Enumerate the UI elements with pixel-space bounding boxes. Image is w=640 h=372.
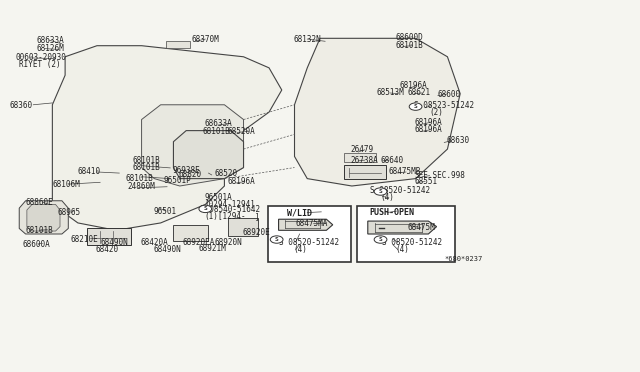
Text: 68520: 68520 bbox=[215, 169, 238, 177]
Text: 68600A: 68600A bbox=[22, 240, 50, 249]
Text: 68420A: 68420A bbox=[140, 238, 168, 247]
Text: 68475MB: 68475MB bbox=[389, 167, 421, 176]
Text: S: S bbox=[379, 237, 383, 242]
Text: 00603-20930: 00603-20930 bbox=[15, 53, 67, 62]
Text: 68490N: 68490N bbox=[153, 245, 180, 254]
Text: 68633A: 68633A bbox=[36, 36, 64, 45]
Bar bbox=[166, 41, 190, 48]
Text: 68630: 68630 bbox=[446, 137, 469, 145]
Text: 26479: 26479 bbox=[351, 145, 374, 154]
Text: 24860M: 24860M bbox=[127, 182, 156, 191]
Text: 68475M: 68475M bbox=[408, 223, 436, 232]
Text: 68101B: 68101B bbox=[26, 226, 53, 235]
Text: 68513M: 68513M bbox=[376, 89, 404, 97]
Text: 68475MA: 68475MA bbox=[296, 219, 328, 228]
Text: 68920N: 68920N bbox=[215, 238, 243, 247]
Text: 68101B: 68101B bbox=[395, 41, 423, 50]
Text: 68410: 68410 bbox=[78, 167, 101, 176]
Text: 26738A: 26738A bbox=[351, 155, 378, 165]
Text: 68126M: 68126M bbox=[36, 44, 64, 53]
Text: 96938E: 96938E bbox=[172, 166, 200, 175]
Bar bbox=[173, 225, 209, 241]
Polygon shape bbox=[173, 131, 244, 179]
Text: S: S bbox=[413, 104, 417, 109]
Polygon shape bbox=[19, 201, 68, 234]
Polygon shape bbox=[141, 105, 244, 186]
Bar bbox=[228, 218, 258, 236]
Text: 68101B: 68101B bbox=[125, 174, 154, 183]
Text: 68420: 68420 bbox=[96, 245, 119, 254]
Text: *680*0237: *680*0237 bbox=[444, 256, 483, 262]
Text: 68101B: 68101B bbox=[132, 155, 160, 165]
Polygon shape bbox=[278, 219, 333, 230]
Text: 68196A: 68196A bbox=[399, 81, 428, 90]
Text: 68965: 68965 bbox=[58, 208, 81, 217]
Text: 68921M: 68921M bbox=[199, 244, 227, 253]
Text: 68196A: 68196A bbox=[228, 177, 255, 186]
Text: PUSH-OPEN: PUSH-OPEN bbox=[370, 208, 415, 217]
Text: 68551: 68551 bbox=[414, 177, 437, 186]
Text: 68633A: 68633A bbox=[204, 119, 232, 128]
Polygon shape bbox=[52, 46, 282, 230]
Circle shape bbox=[199, 205, 212, 212]
Text: ]: ] bbox=[255, 212, 260, 221]
Text: (4): (4) bbox=[381, 193, 394, 202]
Polygon shape bbox=[27, 205, 60, 231]
Text: 68101B: 68101B bbox=[132, 163, 160, 172]
Text: 68490N: 68490N bbox=[100, 238, 128, 247]
Text: S: S bbox=[275, 237, 278, 242]
Text: 68820: 68820 bbox=[179, 170, 202, 179]
Text: S 08540-51642: S 08540-51642 bbox=[200, 205, 260, 215]
Text: 96501A: 96501A bbox=[204, 193, 232, 202]
Circle shape bbox=[270, 236, 283, 243]
Text: 68600D: 68600D bbox=[395, 33, 423, 42]
Text: 68640: 68640 bbox=[381, 155, 404, 165]
Bar bbox=[344, 164, 386, 179]
Circle shape bbox=[374, 236, 387, 243]
Text: S 08523-51242: S 08523-51242 bbox=[414, 101, 474, 110]
Text: RIYET (2): RIYET (2) bbox=[19, 60, 61, 70]
Text: 96501: 96501 bbox=[153, 206, 176, 216]
Text: 68860E: 68860E bbox=[26, 198, 53, 207]
Bar bbox=[344, 153, 376, 162]
Bar bbox=[88, 228, 131, 245]
Text: S 08520-51242: S 08520-51242 bbox=[278, 238, 339, 247]
Text: 68520A: 68520A bbox=[228, 127, 255, 136]
Bar bbox=[268, 206, 351, 262]
Bar bbox=[357, 206, 455, 262]
Text: (4): (4) bbox=[293, 245, 307, 254]
Text: 68196A: 68196A bbox=[414, 118, 442, 127]
Text: (2): (2) bbox=[429, 108, 444, 118]
Text: (1)[1294-: (1)[1294- bbox=[204, 212, 246, 221]
Text: 68132N: 68132N bbox=[293, 35, 321, 44]
Text: S 08520-51242: S 08520-51242 bbox=[370, 186, 430, 195]
Polygon shape bbox=[294, 38, 460, 186]
Text: 68101B: 68101B bbox=[202, 127, 230, 136]
Text: 96501P: 96501P bbox=[164, 176, 191, 185]
Text: S: S bbox=[379, 189, 383, 194]
Text: 68621: 68621 bbox=[408, 89, 431, 97]
Text: [0294-1294]: [0294-1294] bbox=[204, 199, 255, 208]
Text: 68370M: 68370M bbox=[191, 35, 219, 44]
Text: 68920EA: 68920EA bbox=[183, 238, 216, 247]
Text: 68920E: 68920E bbox=[243, 228, 270, 237]
Text: S 08520-51242: S 08520-51242 bbox=[383, 238, 443, 247]
Text: 68106M: 68106M bbox=[52, 180, 80, 189]
Text: 68600: 68600 bbox=[438, 90, 461, 99]
Text: 68210E: 68210E bbox=[70, 235, 98, 244]
Circle shape bbox=[409, 103, 422, 110]
Text: (4): (4) bbox=[395, 245, 409, 254]
Text: W/LID: W/LID bbox=[287, 208, 312, 217]
Text: 68196A: 68196A bbox=[414, 125, 442, 134]
Text: S: S bbox=[204, 206, 207, 211]
Text: SEE.SEC.998: SEE.SEC.998 bbox=[414, 171, 465, 180]
Circle shape bbox=[374, 188, 387, 195]
Polygon shape bbox=[368, 221, 436, 234]
Text: 68360: 68360 bbox=[9, 101, 32, 110]
